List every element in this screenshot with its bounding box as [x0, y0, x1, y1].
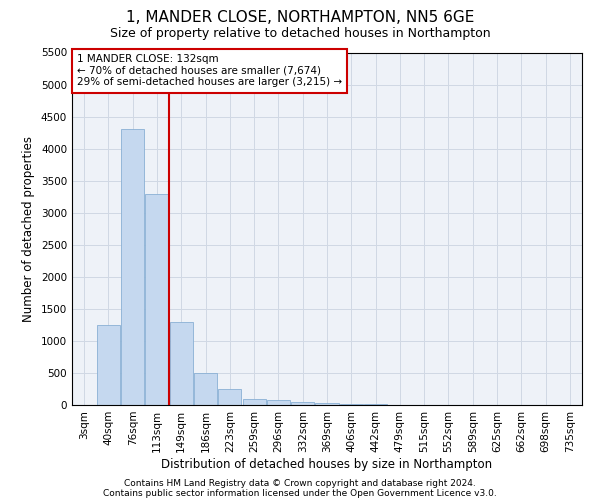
- Bar: [364, 404, 387, 405]
- Bar: [316, 403, 338, 405]
- Text: 1 MANDER CLOSE: 132sqm
← 70% of detached houses are smaller (7,674)
29% of semi-: 1 MANDER CLOSE: 132sqm ← 70% of detached…: [77, 54, 342, 88]
- Bar: [194, 373, 217, 405]
- Bar: [291, 402, 314, 405]
- Bar: [242, 398, 266, 405]
- Bar: [267, 400, 290, 405]
- Text: Size of property relative to detached houses in Northampton: Size of property relative to detached ho…: [110, 28, 490, 40]
- Text: Contains HM Land Registry data © Crown copyright and database right 2024.: Contains HM Land Registry data © Crown c…: [124, 478, 476, 488]
- Bar: [170, 322, 193, 405]
- Bar: [145, 194, 169, 405]
- Bar: [121, 130, 144, 405]
- Bar: [97, 325, 120, 405]
- Text: Contains public sector information licensed under the Open Government Licence v3: Contains public sector information licen…: [103, 488, 497, 498]
- Text: 1, MANDER CLOSE, NORTHAMPTON, NN5 6GE: 1, MANDER CLOSE, NORTHAMPTON, NN5 6GE: [126, 10, 474, 25]
- Bar: [340, 404, 363, 405]
- Bar: [218, 389, 241, 405]
- Y-axis label: Number of detached properties: Number of detached properties: [22, 136, 35, 322]
- X-axis label: Distribution of detached houses by size in Northampton: Distribution of detached houses by size …: [161, 458, 493, 470]
